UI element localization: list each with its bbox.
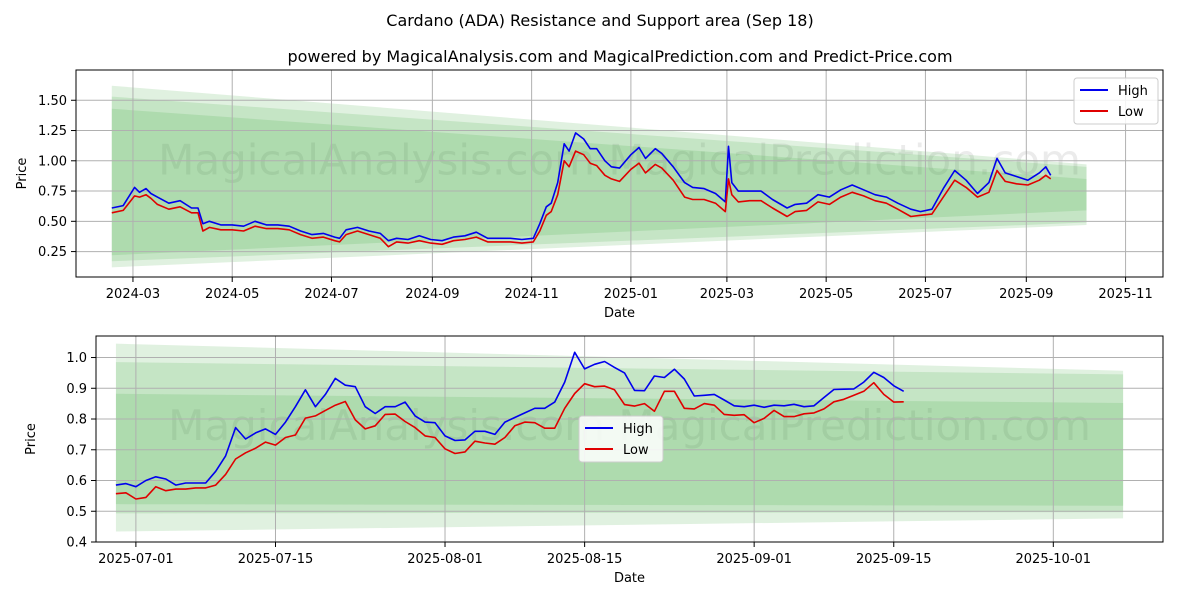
- x-tick-label: 2025-11: [1098, 287, 1152, 302]
- series-group: [115, 351, 905, 500]
- legend-label-high: High: [623, 422, 653, 437]
- x-tick-label: 2025-09: [999, 287, 1053, 302]
- zoom-chart-panel: MagicalAnalysis.com MagicalPrediction.co…: [24, 335, 1164, 586]
- legend-label-low: Low: [623, 443, 649, 458]
- series-group: [111, 132, 1052, 248]
- y-tick-label: 0.5: [66, 505, 87, 520]
- y-tick-label: 0.50: [38, 215, 67, 230]
- x-tick-label: 2025-07-15: [238, 552, 314, 567]
- y-tick-label: 1.0: [66, 351, 87, 366]
- x-tick-label: 2025-08-15: [547, 552, 623, 567]
- legend-label-low: Low: [1118, 105, 1144, 120]
- x-axis-label: Date: [604, 306, 635, 321]
- support-resistance-band-2: [111, 108, 1087, 256]
- support-resistance-band-0: [111, 85, 1087, 268]
- band-group: [111, 85, 1087, 268]
- y-tick-label: 1.25: [38, 124, 67, 139]
- x-tick-label: 2024-07: [304, 287, 358, 302]
- y-axis-label: Price: [15, 158, 30, 190]
- x-tick-label: 2024-05: [205, 287, 259, 302]
- x-tick-label: 2025-01: [604, 287, 658, 302]
- support-resistance-band-1: [111, 96, 1087, 262]
- y-tick-label: 0.7: [66, 443, 87, 458]
- main-chart-panel: MagicalAnalysis.com MagicalPrediction.co…: [15, 69, 1164, 321]
- chart-title: Cardano (ADA) Resistance and Support are…: [386, 11, 813, 30]
- series-line-high: [111, 132, 1052, 242]
- y-tick-label: 0.4: [66, 536, 87, 551]
- x-tick-label: 2025-09-01: [716, 552, 792, 567]
- y-tick-label: 0.6: [66, 474, 87, 489]
- y-tick-label: 0.75: [38, 185, 67, 200]
- plot-frame: [75, 69, 1164, 278]
- y-axis-label: Price: [24, 423, 39, 455]
- x-tick-label: 2025-07: [898, 287, 952, 302]
- y-tick-label: 1.50: [38, 94, 67, 109]
- x-tick-label: 2025-09-15: [856, 552, 932, 567]
- series-line-high: [115, 351, 905, 488]
- watermark-text: MagicalAnalysis.com MagicalPrediction.co…: [158, 136, 1081, 185]
- x-tick-label: 2024-03: [106, 287, 160, 302]
- y-tick-label: 1.00: [38, 154, 67, 169]
- x-tick-label: 2025-03: [700, 287, 754, 302]
- plot-frame: [95, 335, 1164, 543]
- y-tick-label: 0.25: [38, 245, 67, 260]
- x-tick-label: 2025-07-01: [98, 552, 174, 567]
- x-axis-label: Date: [614, 571, 645, 586]
- chart-subtitle: powered by MagicalAnalysis.com and Magic…: [287, 47, 952, 66]
- x-tick-label: 2025-05: [799, 287, 853, 302]
- x-tick-label: 2024-11: [504, 287, 558, 302]
- x-tick-label: 2025-08-01: [407, 552, 483, 567]
- x-tick-label: 2025-10-01: [1016, 552, 1092, 567]
- legend: High Low: [1073, 77, 1159, 125]
- series-line-low: [115, 381, 904, 500]
- y-tick-label: 0.9: [66, 382, 87, 397]
- legend-label-high: High: [1118, 84, 1148, 99]
- x-tick-label: 2024-09: [405, 287, 459, 302]
- series-line-low: [111, 150, 1052, 248]
- y-tick-label: 0.8: [66, 413, 87, 428]
- legend: High Low: [578, 415, 664, 463]
